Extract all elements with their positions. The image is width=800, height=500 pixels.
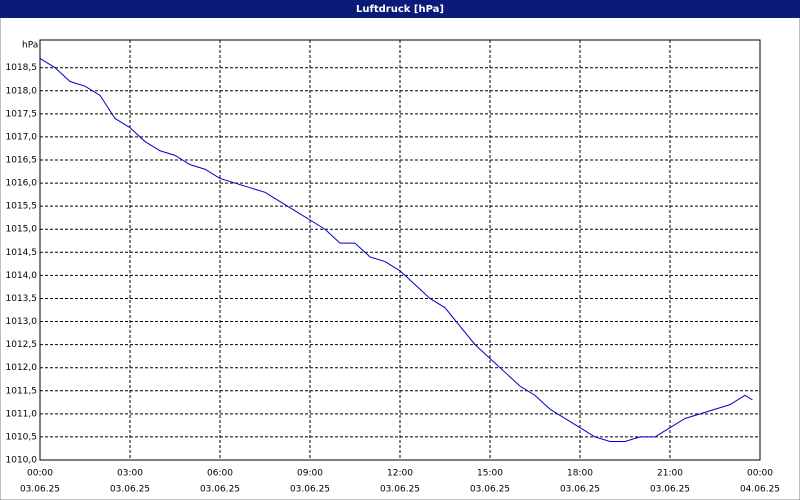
y-tick-label: 1010,5 [6,432,38,442]
y-tick-label: 1014,5 [6,248,38,258]
x-tick-label: 00:00 [27,469,53,479]
x-tick-label: 21:00 [657,469,683,479]
x-tick-date: 03.06.25 [20,485,60,495]
y-tick-label: 1011,5 [6,386,38,396]
data-line [39,58,753,443]
y-tick-label: 1016,5 [6,156,38,166]
y-tick-label: 1018,5 [6,63,38,73]
y-tick-label: 1017,5 [6,109,38,119]
x-tick-label: 09:00 [297,469,323,479]
y-tick-label: 1015,5 [6,202,38,212]
x-tick-label: 18:00 [567,469,593,479]
x-tick-label: 06:00 [207,469,233,479]
x-tick-date: 03.06.25 [380,485,420,495]
x-tick-label: 03:00 [117,469,143,479]
x-tick-date: 03.06.25 [290,485,330,495]
x-tick-date: 03.06.25 [110,485,150,495]
y-tick-label: 1010,0 [6,456,38,466]
x-tick-date: 03.06.25 [560,485,600,495]
title-bar [0,0,800,18]
x-tick-date: 04.06.25 [740,485,780,495]
y-tick-label: 1013,0 [6,317,38,327]
x-tick-date: 03.06.25 [650,485,690,495]
y-tick-label: 1016,0 [6,179,38,189]
y-tick-label: 1011,0 [6,409,38,419]
x-tick-label: 12:00 [387,469,413,479]
x-tick-label: 00:00 [747,469,773,479]
y-tick-label: 1015,0 [6,225,38,235]
y-tick-label: 1012,0 [6,363,38,373]
x-tick-date: 03.06.25 [200,485,240,495]
y-tick-label: 1018,0 [6,86,38,96]
y-tick-label: 1014,0 [6,271,38,281]
y-tick-label: 1013,5 [6,294,38,304]
y-tick-label: 1012,5 [6,340,38,350]
x-tick-date: 03.06.25 [470,485,510,495]
y-tick-label: 1017,0 [6,132,38,142]
chart-title: Luftdruck [hPa] [356,4,444,15]
x-tick-label: 15:00 [477,469,503,479]
y-unit: hPa [22,41,38,51]
